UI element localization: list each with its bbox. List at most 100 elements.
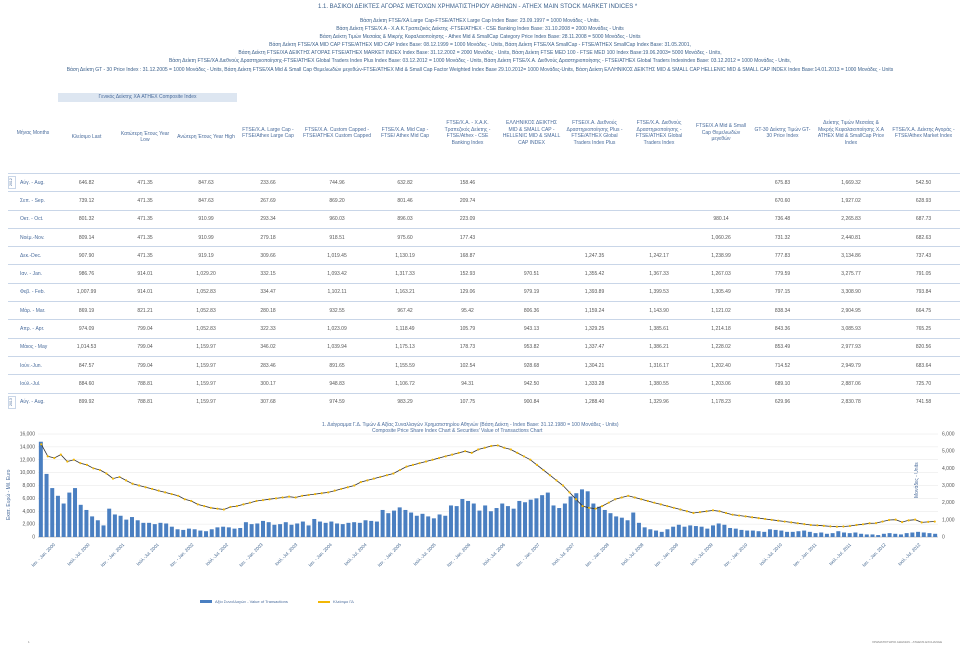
value-cell [563,209,627,229]
index-point [503,446,506,449]
value-cell: 1,023.09 [299,319,376,339]
index-point [235,505,239,508]
legend-bars-swatch [200,600,212,604]
value-bar [431,518,436,537]
value-cell: 1,178.23 [692,392,751,412]
value-bar [278,524,283,537]
month-cell: Ιούλ.-Jul. [8,374,58,394]
gt30-header: GT-30 Δείκτης Τιμών GT-30 Price Index [750,93,816,174]
value-bar [443,515,448,537]
composite-group-header: Γενικός Δείκτης ΧΑ ATHEX Composite Index [58,93,238,102]
value-cell: 847.63 [175,191,238,211]
x-tick-label: Ιούλ.-Jul. 2012 [896,541,921,566]
month-label: Ιούλ.-Jul. [20,380,41,387]
value-bar [842,532,847,537]
value-bar [728,527,733,537]
table-row: Οκτ. - Oct. 801.32 471.35 910.99 293.34 960.0… [8,209,960,229]
value-cell: 788.81 [115,374,175,394]
chart-subtitle: Composite Price Share Index Chart & Secu… [372,428,543,434]
value-bar [283,522,288,537]
index-base-note: Βάση Δείκτη FTSE/XA ΔΕΙΚΤΗΣ ΑΓΟΡΑΣ FTSE/… [238,50,722,57]
value-cell: 664.75 [887,301,960,320]
value-cell: 3,134.86 [815,246,888,265]
value-bar [272,524,277,537]
value-bar [665,529,670,537]
value-cell [626,227,693,247]
value-bar [124,519,129,537]
index-point [783,520,786,523]
value-cell: 853.49 [750,337,816,357]
value-bar [807,531,812,537]
index-point [294,496,297,499]
value-cell: 847.57 [58,355,115,375]
month-label: Ιαν. - Jan. [20,271,43,278]
value-bar [300,521,305,537]
value-cell: 744.96 [299,172,376,192]
value-cell: 838.34 [750,301,816,320]
value-cell: 779.59 [750,264,816,284]
value-cell: 1,093.42 [299,264,376,284]
index-point [274,497,278,500]
value-cell: 986.76 [58,264,115,284]
index-point [327,491,330,494]
value-bar [602,509,607,537]
index-point [822,524,825,527]
value-cell: 471.35 [115,209,175,229]
value-cell: 1,159.24 [563,301,627,320]
value-bar [705,528,710,537]
index-point [614,498,617,501]
value-cell: 2,887.06 [815,374,888,394]
index-point [790,521,793,524]
index-point [848,524,852,528]
indices-table: Μήνας Months Γενικός Δείκτης ΧΑ ATHEX Co… [8,93,960,412]
value-bar [756,531,761,537]
x-tick-label: Ιούλ.-Jul. 2004 [342,541,367,566]
table-row: Μάρ. - Mar. 869.19 821.21 1,052.83 280.18 932… [8,301,960,320]
value-cell [563,191,627,211]
value-bar [688,525,693,537]
index-point [320,492,323,495]
value-cell: 869.19 [58,301,115,320]
value-bar [61,503,66,537]
value-cell: 346.02 [237,337,300,357]
legend-bars: Αξία Συναλλαγών - Value of Transactions [200,599,288,604]
value-cell: 960.03 [299,209,376,229]
index-point [568,491,571,494]
value-bar [739,529,744,537]
value-cell [626,191,693,211]
month-cell: Ιαν. - Jan. [8,264,58,284]
value-cell: 2,904.95 [815,301,888,320]
value-bar [813,533,818,537]
value-cell: 979.19 [500,282,564,302]
index-point [698,511,702,514]
index-point [868,522,871,525]
month-label: Σεπ. - Sep. [20,197,45,204]
value-cell: 1,052.83 [175,282,238,302]
value-cell: 1,238.99 [692,246,751,265]
value-cell: 847.63 [175,172,238,192]
value-cell: 1,242.17 [626,246,693,265]
value-cell: 1,386.21 [626,337,693,357]
index-point [59,453,62,456]
index-point [724,511,728,515]
value-cell [500,191,564,211]
index-point [164,491,167,494]
index-point [529,458,532,461]
chart-title-block: 1. Διάγραμμα Γ.Δ. Τιμών & Αξίας Συναλλαγ… [322,422,619,434]
value-bar [511,508,516,537]
value-bar [568,496,573,537]
table-row: Απρ. - Apr. 974.09 799.04 1,052.83 322.33 1,0… [8,319,960,339]
value-bar [591,503,596,537]
index-point [496,444,499,447]
value-cell: 919.19 [175,246,238,265]
value-cell [500,246,564,265]
index-point [907,519,910,522]
value-bar [460,499,465,537]
value-cell: 806.36 [500,301,564,320]
value-bar [528,499,533,537]
index-point [477,448,480,451]
value-cell: 953.82 [500,337,564,357]
value-cell: 300.17 [237,374,300,394]
x-tick-label: Ιούλ.-Jul. 2011 [827,541,852,566]
value-cell: 1,052.83 [175,301,238,320]
